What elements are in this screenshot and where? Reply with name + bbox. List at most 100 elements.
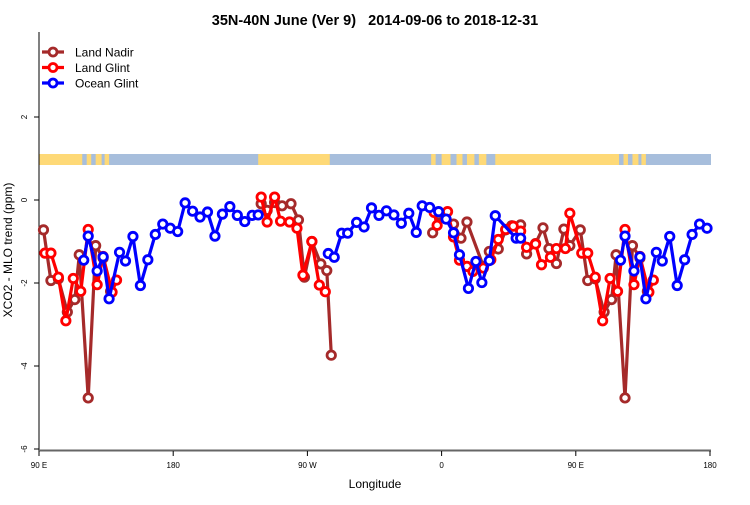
data-point bbox=[194, 211, 206, 223]
data-point bbox=[224, 201, 236, 213]
data-point bbox=[91, 279, 103, 291]
data-point bbox=[119, 255, 132, 267]
data-point bbox=[319, 286, 331, 298]
land-patch bbox=[641, 154, 646, 165]
land-patch bbox=[623, 154, 628, 165]
data-point bbox=[640, 293, 652, 305]
data-point bbox=[283, 216, 296, 228]
chart-title: 35N-40N June (Ver 9) 2014-09-06 to 2018-… bbox=[212, 13, 538, 29]
data-point bbox=[461, 216, 473, 228]
data-point bbox=[628, 265, 640, 277]
data-point bbox=[255, 191, 267, 203]
plot-area bbox=[37, 191, 713, 404]
data-point bbox=[462, 282, 475, 294]
legend-label: Ocean Glint bbox=[75, 77, 139, 91]
data-point bbox=[589, 271, 601, 283]
data-point bbox=[410, 226, 422, 238]
data-point bbox=[628, 279, 640, 291]
x-tick-label: 90 E bbox=[31, 461, 47, 470]
data-point bbox=[103, 293, 115, 305]
data-point bbox=[113, 246, 126, 258]
data-point bbox=[261, 216, 273, 228]
data-point bbox=[476, 276, 488, 289]
data-point bbox=[388, 209, 400, 221]
x-axis-label: Longitude bbox=[349, 477, 402, 491]
data-point bbox=[671, 279, 683, 292]
data-point bbox=[365, 202, 378, 214]
data-point bbox=[91, 265, 103, 277]
data-point bbox=[520, 241, 533, 253]
data-point bbox=[351, 216, 363, 229]
data-point bbox=[97, 251, 109, 263]
land-patch bbox=[86, 154, 92, 165]
data-point bbox=[313, 279, 325, 291]
y-ticks: -6 -4 -2 0 2 bbox=[20, 114, 39, 453]
data-point bbox=[186, 205, 199, 217]
x-tick-label: 90 E bbox=[568, 461, 584, 470]
data-point bbox=[179, 197, 191, 209]
data-point bbox=[82, 392, 94, 404]
data-point bbox=[529, 238, 542, 250]
y-tick-label: -6 bbox=[20, 445, 29, 453]
data-point bbox=[424, 201, 436, 214]
data-point bbox=[550, 257, 563, 270]
data-point bbox=[656, 255, 668, 267]
legend-item: Ocean Glint bbox=[42, 77, 139, 91]
data-point bbox=[619, 392, 631, 404]
legend-label: Land Nadir bbox=[75, 46, 134, 60]
data-point bbox=[537, 222, 549, 234]
data-point bbox=[358, 221, 370, 233]
data-point bbox=[440, 213, 452, 225]
data-point bbox=[172, 225, 184, 238]
data-point bbox=[686, 228, 698, 241]
data-point bbox=[611, 285, 624, 297]
data-point bbox=[306, 235, 318, 248]
data-point bbox=[37, 224, 50, 236]
data-point bbox=[216, 208, 229, 220]
x-tick-label: 180 bbox=[167, 461, 181, 470]
data-point bbox=[127, 230, 139, 243]
data-point bbox=[564, 207, 576, 219]
data-point bbox=[619, 230, 631, 242]
land-patch bbox=[39, 154, 75, 165]
land-mask-band bbox=[39, 154, 711, 165]
data-point bbox=[535, 259, 548, 271]
data-point bbox=[614, 254, 627, 266]
data-point bbox=[483, 254, 495, 267]
data-point bbox=[544, 251, 557, 263]
data-point bbox=[325, 349, 337, 361]
data-point bbox=[515, 232, 527, 244]
data-point bbox=[650, 246, 662, 258]
data-point bbox=[321, 264, 333, 277]
land-patch bbox=[478, 154, 487, 165]
y-axis-label: XCO2 - MLO trend (ppm) bbox=[1, 183, 15, 318]
land-patch bbox=[95, 154, 102, 165]
data-point bbox=[605, 293, 618, 306]
data-point bbox=[489, 210, 501, 222]
data-point bbox=[285, 198, 297, 210]
data-point bbox=[291, 222, 303, 234]
data-point bbox=[373, 209, 385, 221]
data-point bbox=[492, 233, 504, 246]
data-point bbox=[550, 242, 563, 255]
data-point bbox=[134, 279, 146, 292]
data-point bbox=[328, 251, 340, 263]
axes bbox=[38, 32, 711, 452]
data-point bbox=[268, 191, 281, 203]
data-point bbox=[67, 272, 79, 285]
data-point bbox=[433, 206, 445, 218]
data-point bbox=[231, 209, 243, 221]
land-patch bbox=[431, 154, 436, 165]
data-point bbox=[142, 254, 154, 266]
data-point bbox=[634, 251, 646, 263]
legend-marker bbox=[47, 46, 59, 58]
data-point bbox=[559, 242, 571, 255]
data-point bbox=[60, 315, 72, 327]
data-point bbox=[664, 230, 676, 243]
legend-marker bbox=[47, 77, 59, 89]
y-tick-label: 2 bbox=[20, 114, 29, 119]
series-land-glint bbox=[39, 191, 659, 327]
data-point bbox=[82, 230, 94, 242]
